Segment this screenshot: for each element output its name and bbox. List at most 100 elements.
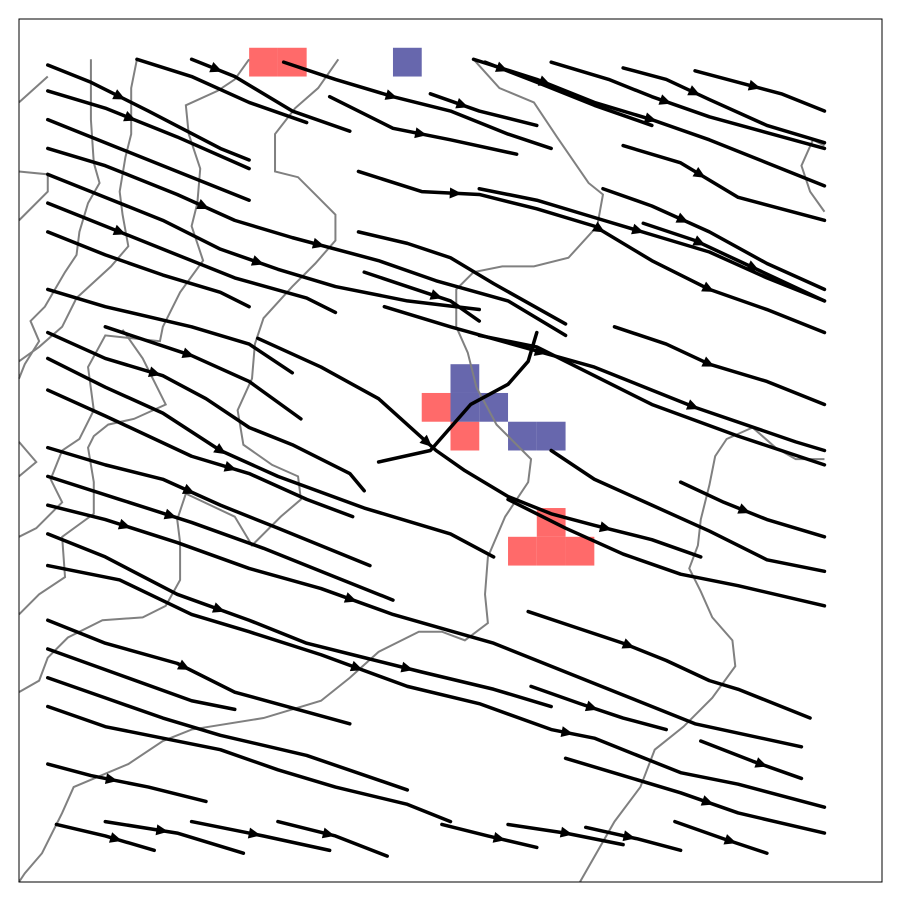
plot-frame: [18, 18, 883, 883]
streamline-33-arrow-0: [449, 187, 462, 199]
streamline-50-arrow-0: [621, 638, 635, 649]
streamline-18-arrow-0: [176, 659, 191, 670]
streamline-22-arrow-0: [104, 773, 118, 784]
streamline-43: [621, 143, 827, 223]
cell-positive-0: [249, 47, 278, 77]
streamline-12: [256, 336, 703, 559]
streamline-57: [673, 819, 769, 855]
streamline-16-arrow-1: [400, 661, 414, 673]
contour-line-3: [18, 59, 138, 363]
streamline-37-arrow-0: [658, 94, 672, 105]
streamline-47-arrow-0: [737, 503, 751, 514]
streamline-56-arrow-0: [622, 830, 636, 842]
streamline-50: [526, 609, 812, 720]
streamline-36: [362, 270, 482, 323]
streamline-31-arrow-0: [455, 98, 469, 109]
streamline-19: [46, 647, 237, 712]
streamline-21: [46, 704, 453, 824]
contour-line-2: [18, 170, 49, 222]
streamline-3-arrow-0: [196, 199, 210, 210]
streamline-40-arrow-0: [537, 75, 551, 86]
streamline-0: [46, 63, 251, 162]
streamline-17-arrow-0: [349, 660, 364, 672]
cell-positive-3: [421, 392, 451, 422]
cell-negative-5: [450, 392, 480, 422]
streamline-38-arrow-0: [687, 85, 701, 96]
streamline-37: [549, 60, 827, 151]
streamline-14: [46, 474, 395, 602]
contour-line-7: [18, 329, 168, 616]
streamline-39-arrow-0: [747, 79, 761, 91]
streamline-18: [46, 618, 352, 726]
streamline-23: [54, 822, 156, 853]
cell-positive-11: [536, 536, 566, 566]
cell-positive-4: [450, 421, 480, 451]
streamline-11-arrow-0: [181, 347, 195, 359]
streamline-0-arrow-0: [112, 89, 126, 100]
streamline-3-arrow-1: [311, 237, 325, 249]
streamline-15-arrow-0: [117, 518, 131, 530]
streamline-35-arrow-1: [685, 399, 700, 410]
streamline-15-arrow-1: [343, 592, 358, 603]
streamline-5-arrow-0: [112, 224, 126, 235]
streamline-33: [356, 169, 827, 335]
streamline-11: [103, 325, 303, 421]
streamline-52-arrow-0: [700, 795, 714, 806]
streamline-42: [601, 186, 827, 292]
streamline-54-arrow-0: [492, 832, 506, 843]
streamline-56: [583, 825, 683, 853]
cell-positive-10: [508, 536, 537, 566]
streamline-22: [46, 762, 208, 804]
cell-positive-13: [565, 536, 595, 566]
streamline-4-arrow-0: [250, 255, 265, 266]
streamline-55-arrow-0: [559, 826, 573, 838]
streamline-52: [563, 756, 827, 835]
streamline-2: [46, 117, 251, 202]
cell-negative-8: [508, 421, 537, 451]
streamline-31: [428, 92, 539, 128]
streamline-1: [46, 89, 251, 171]
contour-layer: [18, 58, 826, 883]
streamline-43-arrow-0: [692, 166, 706, 178]
streamline-51: [529, 684, 668, 732]
streamline-5: [46, 201, 338, 315]
streamline-51-arrow-0: [584, 700, 599, 712]
streamline-10: [46, 388, 355, 519]
streamline-44-arrow-1: [746, 260, 760, 271]
streamline-45-arrow-0: [701, 356, 715, 367]
streamline-33-arrow-1: [591, 221, 606, 233]
streamline-48: [549, 448, 827, 574]
streamline-8-arrow-0: [147, 366, 162, 377]
streamline-29: [135, 57, 309, 125]
streamline-10-arrow-0: [223, 461, 237, 472]
streamline-42-arrow-0: [675, 212, 689, 223]
streamline-41: [477, 186, 827, 303]
streamline-12-arrow-0: [419, 434, 433, 447]
streamline-46: [477, 333, 827, 467]
cell-negative-2: [392, 47, 422, 77]
contour-line-4: [18, 58, 250, 538]
streamline-53-arrow-0: [754, 757, 768, 768]
streamline-12-arrow-1: [598, 521, 612, 533]
streamline-13-arrow-0: [181, 483, 196, 494]
streamline-23-arrow-0: [109, 832, 123, 843]
streamline-54: [440, 822, 539, 850]
contour-line-6: [18, 58, 340, 694]
streamline-30-arrow-0: [414, 127, 428, 139]
cells-layer: [249, 47, 595, 566]
streamline-35: [382, 304, 827, 453]
streamline-26: [276, 819, 389, 858]
streamline-9: [46, 356, 496, 559]
streamline-4: [46, 172, 482, 312]
streamline-7: [46, 287, 295, 375]
streamline-41-arrow-0: [631, 223, 645, 235]
streamline-17-arrow-1: [560, 726, 574, 738]
contour-line-9: [579, 426, 825, 883]
streamline-57-arrow-0: [723, 834, 737, 845]
streamline-28-arrow-0: [209, 62, 223, 73]
streamline-44: [641, 221, 827, 303]
streamline-27: [281, 60, 553, 151]
streamline-53: [699, 739, 804, 781]
streamline-16: [46, 532, 553, 709]
